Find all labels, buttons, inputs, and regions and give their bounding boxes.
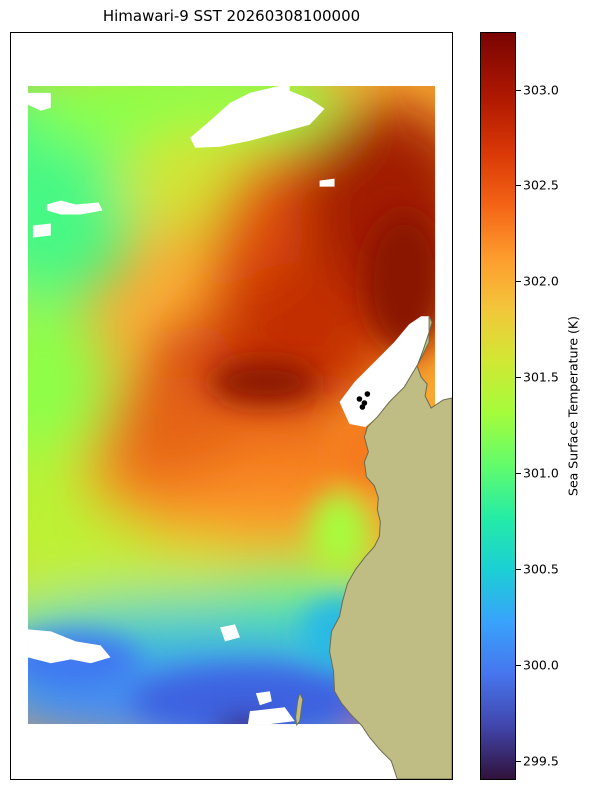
colorbar	[480, 32, 516, 780]
sst-field	[27, 85, 436, 725]
colorbar-tick-label: 302.5	[523, 177, 559, 193]
colorbar-tick	[516, 377, 521, 379]
colorbar-gradient	[481, 33, 515, 779]
station-marker	[364, 391, 371, 397]
sst-map	[11, 33, 452, 779]
colorbar-tick-label: 299.5	[523, 753, 559, 769]
station-marker	[356, 396, 363, 402]
colorbar-tick-label: 301.5	[523, 369, 559, 385]
land-mass	[329, 316, 452, 779]
colorbar-tick-label: 303.0	[523, 82, 559, 98]
colorbar-tick	[516, 569, 521, 571]
colorbar-tick	[516, 89, 521, 91]
map-panel	[10, 32, 453, 780]
map-title: Himawari-9 SST 20260308100000	[102, 7, 361, 25]
colorbar-tick-label: 300.0	[523, 657, 559, 673]
colorbar-tick	[516, 664, 521, 666]
colorbar-tick	[516, 473, 521, 475]
colorbar-tick-label: 302.0	[523, 273, 559, 289]
colorbar-tick	[516, 185, 521, 187]
station-markers	[356, 391, 371, 410]
colorbar-tick-label: 301.0	[523, 465, 559, 481]
colorbar-tick	[516, 760, 521, 762]
colorbar-tick	[516, 281, 521, 283]
colorbar-label: Sea Surface Temperature (K)	[565, 316, 581, 496]
island	[295, 692, 304, 727]
colorbar-tick-label: 300.5	[523, 561, 559, 577]
station-marker	[359, 404, 366, 410]
